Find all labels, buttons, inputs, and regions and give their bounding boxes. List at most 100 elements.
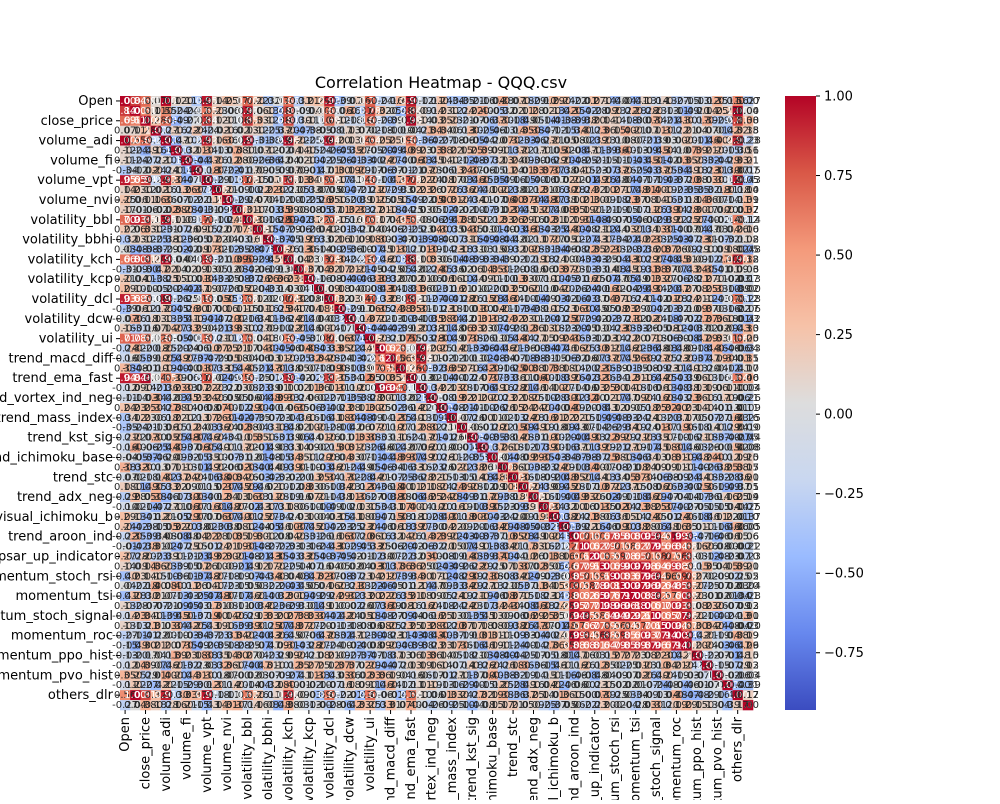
- heatmap-cell: [620, 105, 631, 117]
- heatmap-cell: [712, 115, 723, 127]
- heatmap-cell: [630, 115, 641, 127]
- heatmap-cell: [252, 105, 264, 117]
- heatmap-cell: [405, 145, 417, 156]
- heatmap-cell: [181, 125, 192, 136]
- heatmap-cell: [375, 165, 386, 176]
- heatmap-cell: [344, 105, 356, 117]
- heatmap-cell: [211, 165, 223, 176]
- heatmap-cell: [426, 145, 437, 156]
- heatmap-cell: [456, 125, 468, 136]
- heatmap-cell: [130, 96, 141, 107]
- heatmap-cell: [446, 165, 458, 176]
- heatmap-cell: [201, 175, 213, 186]
- heatmap-cell: [171, 135, 182, 146]
- heatmap-cell: [416, 155, 427, 166]
- heatmap-cell: [507, 165, 519, 176]
- heatmap-cell: [395, 155, 407, 166]
- heatmap-cell: [171, 96, 182, 107]
- heatmap-cell: [599, 175, 611, 186]
- heatmap-cell: [181, 145, 192, 156]
- heatmap-cell: [416, 96, 427, 107]
- heatmap-cell: [313, 125, 325, 136]
- heatmap-cell: [742, 115, 754, 127]
- heatmap-cell: [426, 125, 437, 136]
- heatmap-cell: [395, 175, 407, 186]
- heatmap-cell: [528, 165, 539, 176]
- heatmap-cell: [610, 175, 621, 186]
- heatmap-cell: [344, 185, 356, 196]
- heatmap-cell: [242, 125, 254, 136]
- heatmap-cell: [691, 105, 703, 117]
- heatmap-cell: [293, 165, 305, 176]
- heatmap-cell: [324, 125, 335, 136]
- heatmap-cell: [436, 96, 448, 107]
- heatmap-cell: [722, 115, 733, 127]
- heatmap-cell: [334, 165, 345, 176]
- heatmap-cell: [120, 125, 131, 136]
- heatmap-cell: [477, 175, 488, 186]
- heatmap-cell: [446, 145, 458, 156]
- heatmap-cell: [712, 145, 723, 156]
- heatmap-cell: [354, 135, 366, 146]
- heatmap-cell: [507, 175, 519, 186]
- heatmap-cell: [671, 96, 682, 107]
- heatmap-cell: [293, 185, 305, 196]
- heatmap-cell: [732, 165, 744, 176]
- heatmap-cell: [497, 96, 509, 107]
- heatmap-cell: [171, 125, 182, 136]
- heatmap-cell: [528, 155, 539, 166]
- heatmap-cell: [467, 155, 478, 166]
- heatmap-cell: [273, 145, 284, 156]
- heatmap-cell: [712, 135, 723, 146]
- heatmap-cell: [242, 135, 254, 146]
- heatmap-cell: [130, 125, 141, 136]
- heatmap-cell: [150, 105, 162, 117]
- heatmap-cell: [140, 165, 151, 176]
- heatmap-cell: [365, 165, 376, 176]
- heatmap-cell: [559, 96, 570, 107]
- heatmap-cell: [661, 125, 672, 136]
- heatmap-cell: [171, 175, 182, 186]
- heatmap-cell: [701, 125, 713, 136]
- heatmap-cell: [559, 125, 570, 136]
- heatmap-cell: [324, 115, 335, 127]
- heatmap-cell: [283, 175, 294, 186]
- heatmap-cell: [467, 145, 478, 156]
- heatmap-cell: [691, 145, 703, 156]
- heatmap-cell: [579, 105, 590, 117]
- heatmap-cell: [507, 155, 519, 166]
- heatmap-cell: [579, 155, 590, 166]
- heatmap-cell: [650, 96, 662, 107]
- heatmap-cell: [589, 125, 601, 136]
- heatmap-cell: [375, 185, 386, 196]
- heatmap-cell: [375, 125, 386, 136]
- heatmap-cell: [701, 96, 713, 107]
- heatmap-cell: [385, 135, 396, 146]
- heatmap-cell: [548, 165, 560, 176]
- heatmap-cell: [487, 96, 499, 107]
- heatmap-cell: [589, 96, 601, 107]
- heatmap-cell: [569, 135, 580, 146]
- heatmap-cell: [160, 125, 172, 136]
- heatmap-cell: [630, 105, 641, 117]
- heatmap-cell: [303, 125, 315, 136]
- heatmap-cell: [640, 145, 652, 156]
- heatmap-cell: [416, 105, 427, 117]
- heatmap-cell: [181, 175, 192, 186]
- heatmap-cell: [283, 165, 294, 176]
- heatmap-cell: [732, 155, 744, 166]
- heatmap-cell: [701, 115, 713, 127]
- heatmap-cell: [742, 105, 754, 117]
- heatmap-cell: [252, 115, 264, 127]
- heatmap-cell: [701, 145, 713, 156]
- heatmap-cell: [538, 145, 550, 156]
- heatmap-cell: [130, 105, 141, 117]
- heatmap-cell: [661, 165, 672, 176]
- heatmap-cell: [405, 135, 417, 146]
- heatmap-cell: [548, 96, 560, 107]
- heatmap-cell: [395, 135, 407, 146]
- heatmap-cell: [436, 155, 448, 166]
- heatmap-cell: [334, 105, 345, 117]
- heatmap-cell: [262, 125, 274, 136]
